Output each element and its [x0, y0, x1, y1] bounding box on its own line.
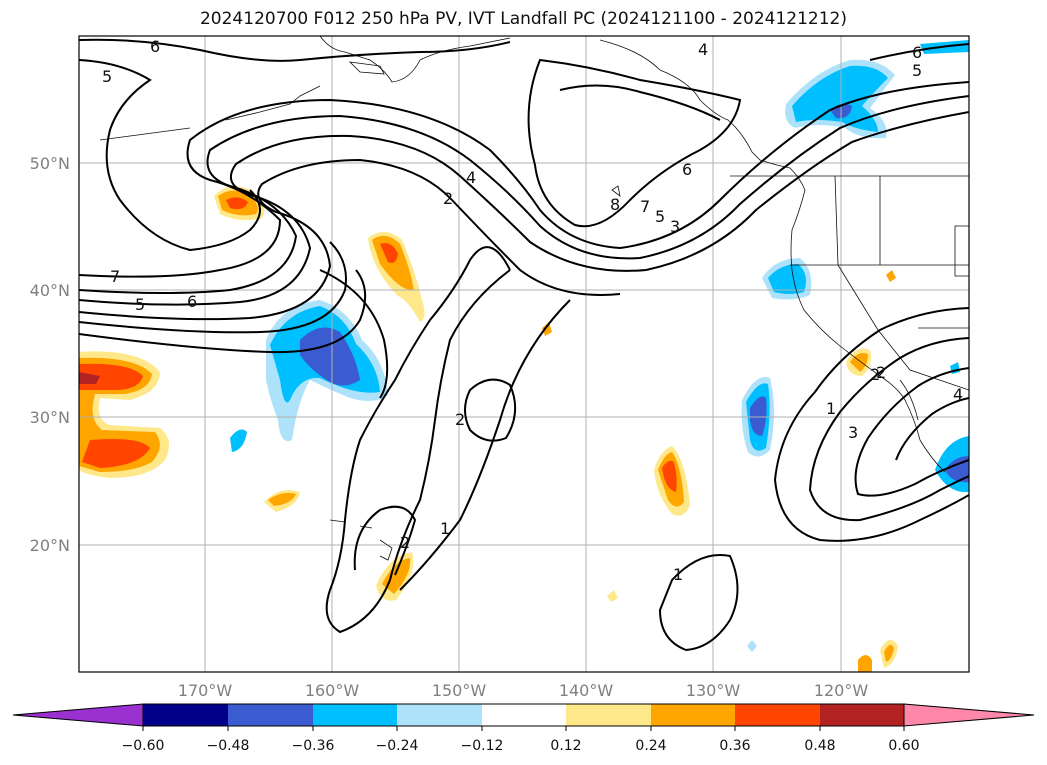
- lat-label: 40°N: [30, 281, 70, 300]
- colorbar-tick-label: 0.36: [719, 738, 750, 754]
- contour-label: 4: [466, 168, 476, 187]
- lat-label: 50°N: [30, 154, 70, 173]
- lon-label: 170°W: [178, 681, 233, 700]
- colorbar-tick-label: 0.24: [635, 738, 666, 754]
- lat-label: 30°N: [30, 408, 70, 427]
- contour-label: 6: [150, 37, 160, 56]
- longitude-labels: 170°W 160°W 150°W 140°W 130°W 120°W: [178, 681, 869, 700]
- contour-label: 3: [670, 217, 680, 236]
- colorbar-segment: [903, 703, 1035, 727]
- cold-anomaly: [300, 327, 360, 386]
- map-plot-area: 6 5 4 6 5 7 5 6 4 2 2 6 7 3 5 8 2 1 2 1 …: [79, 36, 969, 672]
- lon-label: 130°W: [686, 681, 741, 700]
- colorbar-segment: [566, 704, 651, 726]
- latitude-labels: 50°N 40°N 30°N 20°N: [30, 154, 70, 555]
- contour-label: 5: [655, 207, 665, 226]
- contour-label: 7: [640, 197, 650, 216]
- warm-anomaly: [662, 460, 677, 492]
- colorbar-segment: [482, 704, 566, 726]
- contour-label: 1: [673, 565, 683, 584]
- colorbar-segment: [12, 703, 144, 727]
- contour-label: 8: [610, 195, 620, 214]
- contour-label: 4: [953, 385, 963, 404]
- warm-anomaly: [79, 372, 100, 384]
- warm-anomaly: [268, 492, 296, 506]
- warm-anomaly: [607, 590, 618, 602]
- colorbar-tick-label: −0.36: [292, 738, 335, 754]
- lat-label: 20°N: [30, 536, 70, 555]
- colorbar-tick-labels: −0.60 −0.48 −0.36 −0.24 −0.12 0.12 0.24 …: [122, 738, 920, 754]
- warm-anomaly: [226, 197, 248, 210]
- colorbar-segment: [820, 704, 904, 726]
- contour-label: 2: [443, 189, 453, 208]
- contour-label: 5: [135, 295, 145, 314]
- cold-anomaly: [768, 264, 806, 294]
- contour-label: 1: [826, 399, 836, 418]
- contour-label: 6: [912, 43, 922, 62]
- colorbar-outline: [142, 703, 905, 727]
- colorbar-ticks: [142, 726, 905, 731]
- colorbar-segment: [651, 704, 735, 726]
- colorbar-segment: [735, 704, 820, 726]
- contour-label: 5: [102, 67, 112, 86]
- lon-label: 150°W: [432, 681, 487, 700]
- colorbar-tick-label: 0.12: [550, 738, 581, 754]
- colorbar-tick-label: −0.12: [461, 738, 504, 754]
- cold-anomaly: [792, 65, 888, 132]
- contour-label: 2: [876, 363, 886, 382]
- contour-labels: 6 5 4 6 5 7 5 6 4 2 2 6 7 3 5 8 2 1 2 1 …: [102, 37, 963, 584]
- colorbar-segment: [143, 704, 228, 726]
- warm-anomaly: [382, 558, 411, 594]
- cold-anomaly: [747, 640, 757, 652]
- lon-label: 140°W: [559, 681, 614, 700]
- colorbar-segment: [228, 704, 313, 726]
- contour-label: 6: [682, 160, 692, 179]
- contour-label: 3: [848, 423, 858, 442]
- contour-label: 6: [187, 292, 197, 311]
- warm-anomaly: [884, 644, 894, 662]
- contour-label: 2: [870, 365, 880, 384]
- cold-anomaly: [750, 396, 767, 436]
- contour-label: 1: [440, 519, 450, 538]
- contour-label: 5: [912, 61, 922, 80]
- warm-anomaly: [858, 655, 872, 672]
- contour-label: 7: [110, 267, 120, 286]
- warm-anomaly: [886, 270, 896, 282]
- warm-anomaly: [850, 353, 868, 372]
- contour-label: 2: [400, 533, 410, 552]
- cold-anomaly: [230, 429, 247, 452]
- pv-contours: [79, 38, 969, 652]
- lon-label: 160°W: [305, 681, 360, 700]
- coastlines: [99, 36, 969, 561]
- colorbar-segment: [313, 704, 397, 726]
- warm-anomaly: [542, 322, 552, 336]
- colorbar-tick-label: −0.24: [376, 738, 419, 754]
- warm-anomaly: [82, 439, 150, 468]
- colorbar-segment: [397, 704, 482, 726]
- colorbar: −0.60 −0.48 −0.36 −0.24 −0.12 0.12 0.24 …: [12, 703, 1035, 754]
- colorbar-tick-label: 0.60: [888, 738, 919, 754]
- warm-anomaly: [380, 243, 398, 263]
- contour-label: 2: [455, 410, 465, 429]
- map-frame: [78, 35, 970, 673]
- lon-label: 120°W: [814, 681, 869, 700]
- colorbar-tick-label: −0.48: [207, 738, 250, 754]
- colorbar-tick-label: 0.48: [804, 738, 835, 754]
- shaded-fields: [79, 40, 969, 672]
- map-title: 2024120700 F012 250 hPa PV, IVT Landfall…: [199, 9, 847, 29]
- contour-label: 4: [698, 40, 708, 59]
- colorbar-tick-label: −0.60: [122, 738, 165, 754]
